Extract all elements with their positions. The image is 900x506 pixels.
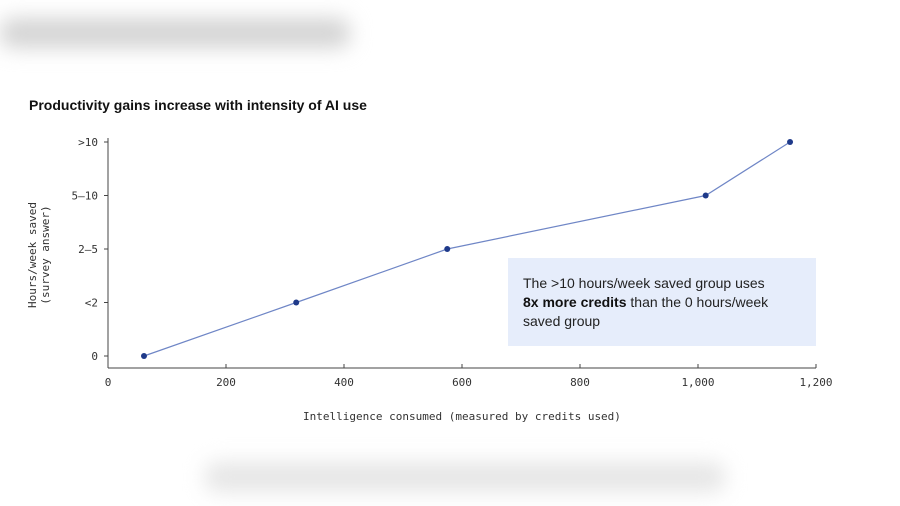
axes: 0 200 400 600 800 1,000 1,200 0 <2 2–5 5–10 >10	[72, 136, 833, 389]
annotation-box: The >10 hours/week saved group uses 8x m…	[508, 258, 816, 346]
y-axis-label-line2: (survey answer)	[39, 205, 52, 304]
x-tick-label: 1,200	[799, 376, 832, 389]
y-tick-label: <2	[85, 297, 98, 310]
data-point	[140, 353, 147, 359]
y-tick-label: 0	[91, 350, 98, 363]
chart-title: Productivity gains increase with intensi…	[29, 97, 367, 113]
annotation-line1: The >10 hours/week saved group uses	[523, 275, 765, 291]
y-tick-label: >10	[78, 136, 98, 149]
x-tick-label: 400	[334, 376, 354, 389]
data-point	[787, 139, 794, 145]
annotation-bold: 8x more credits	[523, 294, 627, 310]
x-tick-label: 1,000	[681, 376, 714, 389]
y-tick-label: 2–5	[78, 243, 98, 256]
x-tick-label: 800	[570, 376, 590, 389]
data-point	[702, 192, 709, 199]
data-point	[293, 299, 300, 306]
blurred-header	[0, 18, 350, 48]
annotation-line3: saved group	[523, 313, 601, 329]
x-tick-label: 600	[452, 376, 472, 389]
x-tick-label: 200	[216, 376, 236, 389]
x-tick-label: 0	[105, 376, 112, 389]
data-point	[444, 246, 451, 252]
y-axis-label-line1: Hours/week saved	[26, 202, 39, 308]
x-axis-label: Intelligence consumed (measured by credi…	[303, 410, 621, 423]
y-axis-label: Hours/week saved (survey answer)	[26, 202, 52, 308]
y-tick-label: 5–10	[72, 190, 99, 203]
blurred-footer	[205, 462, 725, 492]
series	[140, 139, 794, 359]
annotation-rest: than the 0 hours/week	[626, 294, 769, 310]
